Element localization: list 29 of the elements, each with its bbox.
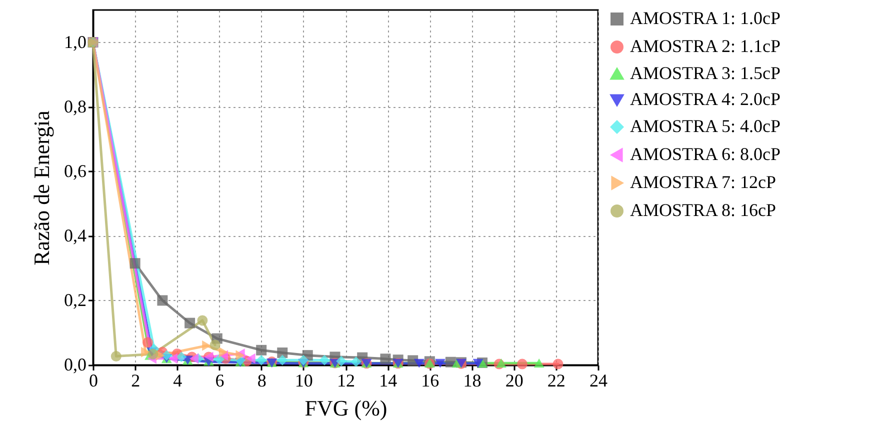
legend-label: AMOSTRA 4: 2.0cP	[630, 89, 781, 109]
x-tick-label: 0	[89, 370, 98, 390]
y-axis-title: Razão de Energia	[29, 110, 54, 266]
x-tick-label: 14	[379, 370, 398, 390]
x-tick-label: 24	[590, 370, 608, 390]
x-tick-label: 20	[505, 370, 524, 390]
legend-label: AMOSTRA 2: 1.1cP	[630, 36, 781, 56]
x-tick-label: 2	[131, 370, 140, 390]
legend-label: AMOSTRA 5: 4.0cP	[630, 116, 781, 136]
legend-label: AMOSTRA 7: 12cP	[630, 172, 776, 192]
x-tick-label: 18	[463, 370, 482, 390]
y-tick-label: 1,0	[64, 32, 86, 52]
legend-label: AMOSTRA 3: 1.5cP	[630, 63, 781, 83]
y-tick-label: 0,4	[64, 225, 86, 246]
x-tick-label: 6	[215, 370, 224, 390]
y-tick-label: 0,8	[64, 96, 86, 116]
x-axis-title: FVG (%)	[304, 396, 388, 420]
x-tick-label: 16	[421, 370, 440, 390]
y-tick-label: 0,2	[64, 290, 86, 310]
x-tick-label: 10	[294, 370, 313, 390]
legend-label: AMOSTRA 8: 16cP	[630, 200, 776, 220]
legend-label: AMOSTRA 6: 8.0cP	[630, 144, 781, 164]
y-tick-label: 0,0	[64, 354, 86, 374]
x-tick-label: 4	[173, 370, 182, 390]
x-tick-label: 12	[337, 370, 355, 390]
legend-label: AMOSTRA 1: 1.0cP	[630, 8, 781, 28]
y-tick-label: 0,6	[64, 160, 86, 181]
x-tick-label: 22	[547, 370, 566, 390]
x-tick-label: 8	[257, 370, 266, 390]
